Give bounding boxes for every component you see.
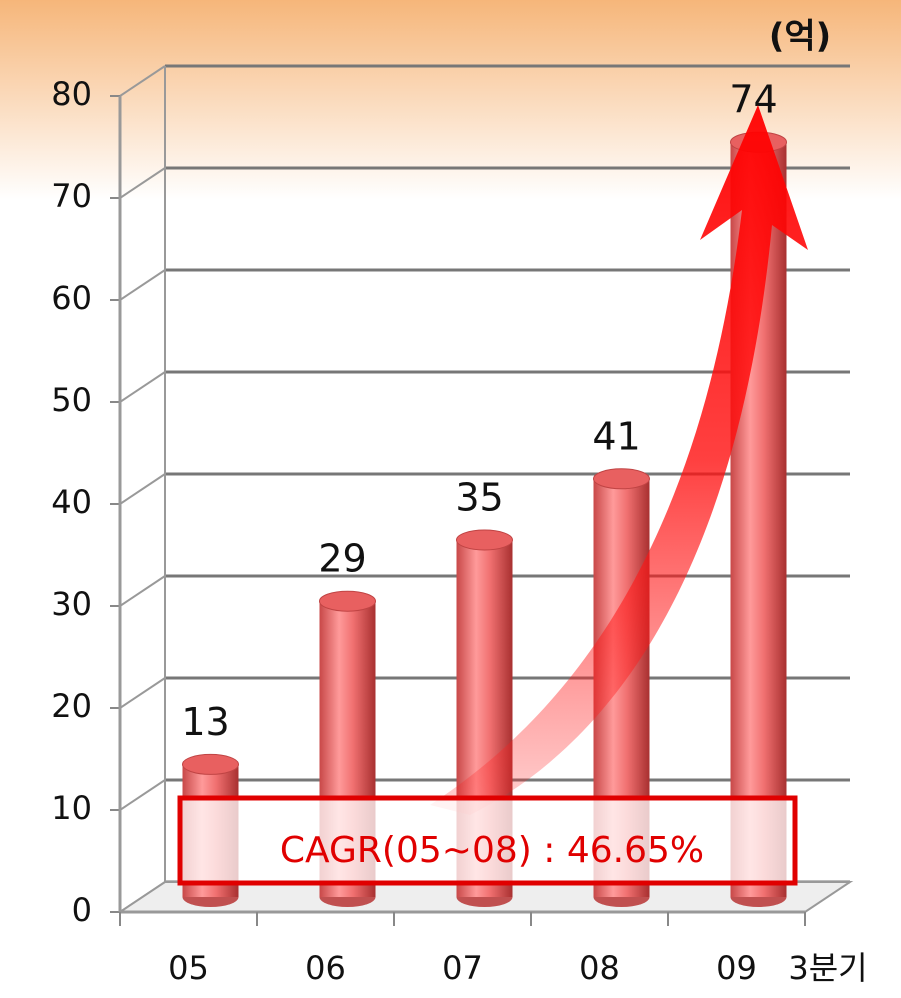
grid-depth-line	[119, 371, 166, 403]
y-tick-label: 80	[51, 75, 92, 113]
x-tick-label: 07	[442, 949, 483, 987]
x-tick-label: 05	[168, 949, 209, 987]
y-tick-label: 40	[51, 483, 92, 521]
cagr-annotation: CAGR(05~08) : 46.65%	[280, 830, 704, 871]
period-note: 3분기	[788, 949, 867, 987]
value-label: 41	[592, 414, 640, 458]
growth-arrow	[430, 105, 808, 815]
grid-depth-line	[119, 167, 166, 199]
grid-depth-line	[119, 65, 166, 97]
x-tick-label: 06	[305, 949, 346, 987]
y-tick-label: 50	[51, 381, 92, 419]
value-label: 29	[318, 537, 366, 581]
y-tick-label: 0	[72, 891, 92, 929]
grid-depth-line	[119, 677, 166, 709]
cagr-box	[177, 795, 798, 886]
value-label: 13	[181, 700, 229, 744]
y-tick-label: 20	[51, 687, 92, 725]
bar-top	[182, 753, 239, 775]
grid-depth-line	[119, 473, 166, 505]
bar-top	[319, 590, 376, 612]
axes: 0 10 20 30 40 50 60 70 80 05 06 07 08 09	[51, 75, 806, 987]
bar-top	[456, 529, 513, 551]
grid-depth-line	[119, 779, 166, 811]
y-tick-label: 30	[51, 585, 92, 623]
x-tick-label: 09	[716, 949, 757, 987]
grid-depth-line	[119, 575, 166, 607]
y-tick-label: 60	[51, 279, 92, 317]
x-tick-label: 08	[579, 949, 620, 987]
value-label: 74	[729, 78, 777, 122]
grid-depth-line	[119, 269, 166, 301]
value-label: 35	[455, 476, 503, 520]
bar-top	[593, 468, 650, 490]
y-tick-label: 70	[51, 177, 92, 215]
unit-label: (억)	[769, 17, 831, 57]
y-tick-label: 10	[51, 789, 92, 827]
